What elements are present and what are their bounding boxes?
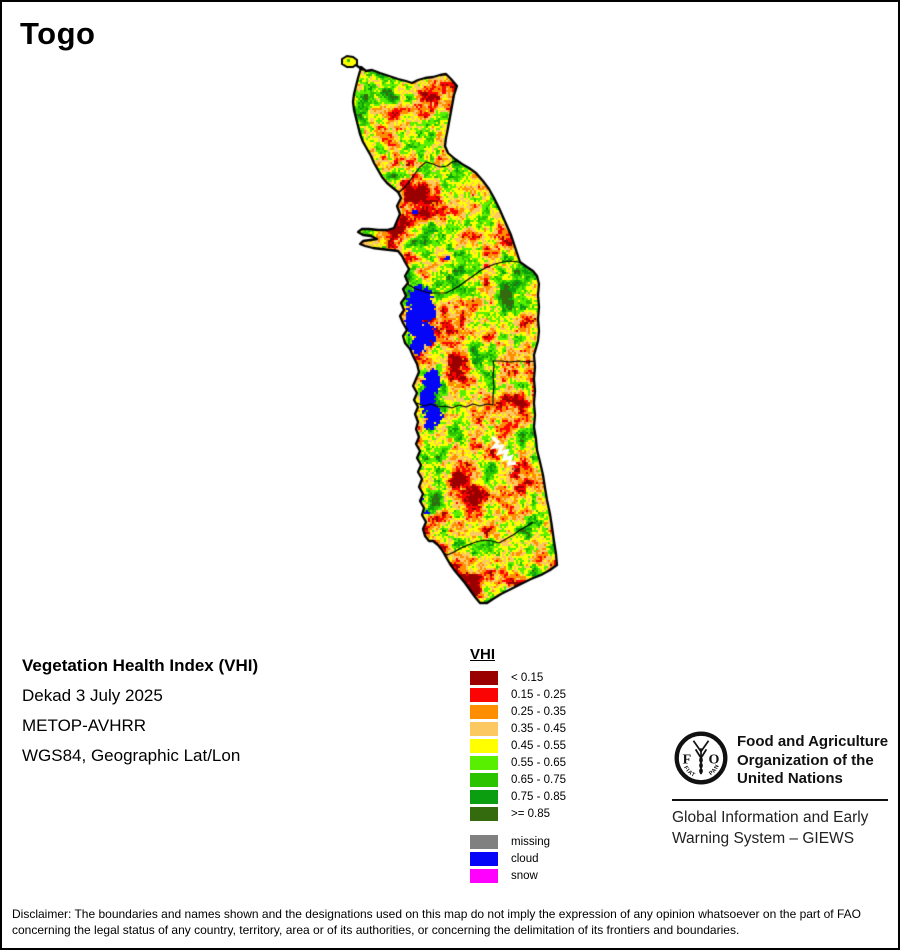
legend-label: snow xyxy=(511,870,538,882)
legend-row: missing xyxy=(470,835,566,849)
legend-swatch xyxy=(470,807,498,821)
fao-org-line: Food and Agriculture xyxy=(737,733,889,750)
disclaimer-text: Disclaimer: The boundaries and names sho… xyxy=(12,907,861,937)
legend-row: 0.65 - 0.75 xyxy=(470,773,566,787)
legend-row: snow xyxy=(470,869,566,883)
legend-label: 0.45 - 0.55 xyxy=(511,740,566,752)
legend-row: >= 0.85 xyxy=(470,807,566,821)
legend-swatch xyxy=(470,688,498,702)
fao-divider xyxy=(672,799,888,801)
legend-swatch xyxy=(470,739,498,753)
fao-org-line: United Nations xyxy=(737,770,843,787)
map-info-block: Vegetation Health Index (VHI) Dekad 3 Ju… xyxy=(22,655,258,775)
legend-label: 0.55 - 0.65 xyxy=(511,757,566,769)
fao-logo-letter-f: F xyxy=(683,751,692,767)
fao-org-name: Food and Agriculture Organization of the… xyxy=(737,733,888,789)
legend-row: < 0.15 xyxy=(470,671,566,685)
legend-class-list: < 0.15 0.15 - 0.25 0.25 - 0.35 0.35 - 0.45 0… xyxy=(470,671,566,821)
info-product-title: Vegetation Health Index (VHI) xyxy=(22,656,259,675)
legend-swatch xyxy=(470,756,498,770)
legend-row: 0.35 - 0.45 xyxy=(470,722,566,736)
legend-title: VHI xyxy=(470,646,496,663)
fao-org-line: Organization of the xyxy=(737,751,874,769)
legend-row: 0.15 - 0.25 xyxy=(470,688,566,702)
fao-logo-icon: F O FIAT PANIS xyxy=(674,731,728,785)
legend-swatch xyxy=(470,790,498,804)
page-title: Togo xyxy=(20,16,96,51)
info-projection: WGS84, Geographic Lat/Lon xyxy=(22,746,241,765)
legend-label: 0.75 - 0.85 xyxy=(511,791,566,803)
legend-swatch xyxy=(470,869,498,883)
giews-line: Warning System – GIEWS xyxy=(672,830,855,847)
legend-label: 0.35 - 0.45 xyxy=(511,723,566,735)
legend-label: < 0.15 xyxy=(511,672,544,684)
legend-label: 0.25 - 0.35 xyxy=(511,706,566,718)
giews-line: Global Information and Early xyxy=(672,809,869,826)
legend-label: >= 0.85 xyxy=(511,808,551,820)
legend-label: 0.65 - 0.75 xyxy=(511,774,566,786)
legend-row: 0.25 - 0.35 xyxy=(470,705,566,719)
legend-swatch xyxy=(470,852,498,866)
vhi-legend: VHI < 0.15 0.15 - 0.25 0.25 - 0.35 0.35 - 0… xyxy=(470,646,566,886)
giews-name: Global Information and Early Warning Sys… xyxy=(672,807,868,849)
info-dekad: Dekad 3 July 2025 xyxy=(22,686,163,705)
legend-swatch xyxy=(470,671,498,685)
legend-row: 0.75 - 0.85 xyxy=(470,790,566,804)
legend-row: 0.45 - 0.55 xyxy=(470,739,566,753)
legend-label: 0.15 - 0.25 xyxy=(511,689,566,701)
legend-label: missing xyxy=(511,836,550,848)
fao-logo-letter-o: O xyxy=(709,751,720,767)
legend-row: 0.55 - 0.65 xyxy=(470,756,566,770)
legend-label: cloud xyxy=(511,853,539,865)
legend-swatch xyxy=(470,705,498,719)
legend-swatch xyxy=(470,773,498,787)
legend-swatch xyxy=(470,835,498,849)
legend-row: cloud xyxy=(470,852,566,866)
legend-swatch xyxy=(470,722,498,736)
info-sensor: METOP-AVHRR xyxy=(22,716,147,735)
legend-extra-list: missing cloud snow xyxy=(470,835,566,883)
togo-vhi-map xyxy=(330,50,575,635)
